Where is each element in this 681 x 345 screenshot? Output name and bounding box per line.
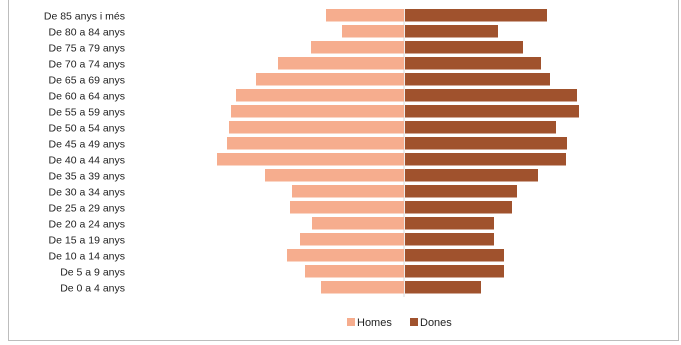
bar-dones	[405, 73, 550, 86]
category-label: De 70 a 74 anys	[49, 58, 125, 70]
bar-dones	[405, 249, 504, 262]
bar-dones	[405, 105, 579, 118]
category-label: De 65 a 69 anys	[49, 74, 125, 86]
bar-homes	[342, 25, 404, 38]
bar-dones	[405, 217, 494, 230]
category-label: De 75 a 79 anys	[49, 42, 125, 54]
bar-dones	[405, 121, 556, 134]
bar-dones	[405, 265, 504, 278]
bar-dones	[405, 41, 523, 54]
category-label: De 50 a 54 anys	[49, 122, 125, 134]
bar-homes	[287, 249, 404, 262]
category-label: De 85 anys i més	[44, 10, 125, 22]
legend-dones-label: Dones	[420, 317, 452, 329]
bar-homes	[278, 57, 404, 70]
bar-homes	[311, 41, 404, 54]
bar-dones	[405, 57, 541, 70]
bar-homes	[292, 185, 404, 198]
category-labels: De 85 anys i més De 80 a 84 anys De 75 a 7…	[44, 10, 125, 294]
category-label: De 80 a 84 anys	[49, 26, 125, 38]
legend-homes-label: Homes	[357, 317, 392, 329]
legend-dones-swatch	[410, 318, 418, 326]
bar-homes	[229, 121, 404, 134]
bar-homes	[290, 201, 404, 214]
chart-frame	[8, 0, 679, 341]
bar-homes	[265, 169, 404, 182]
legend: Homes Dones	[347, 317, 452, 329]
bar-dones	[405, 137, 567, 150]
category-label: De 5 a 9 anys	[60, 266, 125, 278]
legend-homes-swatch	[347, 318, 355, 326]
bar-homes	[217, 153, 404, 166]
bars	[217, 9, 579, 294]
bar-homes	[300, 233, 404, 246]
bar-dones	[405, 201, 512, 214]
bar-homes	[312, 217, 404, 230]
bar-homes	[321, 281, 404, 294]
category-label: De 60 a 64 anys	[49, 90, 125, 102]
bar-dones	[405, 281, 481, 294]
bar-homes	[305, 265, 404, 278]
bar-homes	[227, 137, 404, 150]
category-label: De 25 a 29 anys	[49, 202, 125, 214]
bar-homes	[231, 105, 404, 118]
bar-dones	[405, 9, 547, 22]
bar-dones	[405, 153, 566, 166]
category-label: De 55 a 59 anys	[49, 106, 125, 118]
bar-dones	[405, 169, 538, 182]
category-label: De 45 a 49 anys	[49, 138, 125, 150]
bar-homes	[236, 89, 404, 102]
bar-dones	[405, 25, 498, 38]
category-label: De 10 a 14 anys	[49, 250, 125, 262]
category-label: De 40 a 44 anys	[49, 154, 125, 166]
category-label: De 15 a 19 anys	[49, 234, 125, 246]
bar-homes	[326, 9, 404, 22]
category-label: De 30 a 34 anys	[49, 186, 125, 198]
category-label: De 20 a 24 anys	[49, 218, 125, 230]
bar-homes	[256, 73, 404, 86]
category-label: De 0 a 4 anys	[60, 282, 125, 294]
bar-dones	[405, 233, 494, 246]
bar-dones	[405, 89, 577, 102]
category-label: De 35 a 39 anys	[49, 170, 125, 182]
bar-dones	[405, 185, 517, 198]
